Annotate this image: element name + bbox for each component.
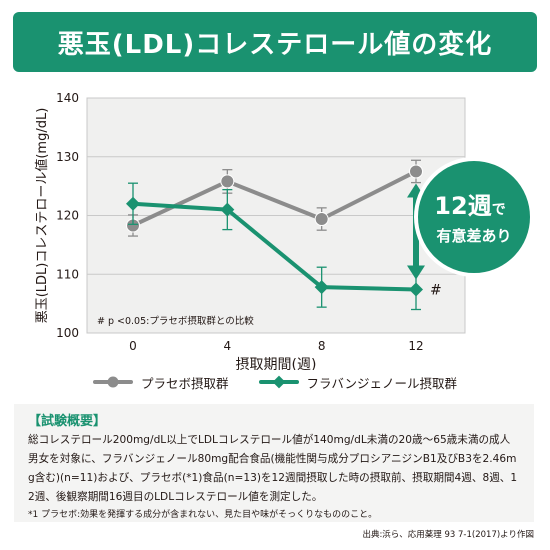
data-point-1-2 — [314, 280, 329, 295]
legend-swatch-flavangenol — [258, 375, 299, 389]
callout-line-2: 有意差あり — [436, 227, 511, 245]
data-point-1-1 — [220, 202, 235, 217]
data-point-0-1 — [220, 174, 235, 189]
summary-heading: 【試験概要】 — [28, 414, 107, 429]
callout-line-1: 12週で — [434, 192, 505, 220]
chart-legend: プラセボ摂取群 フラバンジェノール摂取群 — [0, 371, 550, 393]
summary-body: 総コレステロール200mg/dL以上でLDLコレステロール値が140mg/dL未… — [28, 434, 518, 503]
source-citation: 出典:浜ら、応用薬理 93 7-1(2017)より作図 — [362, 530, 534, 540]
legend-item-flavangenol: フラバンジェノール摂取群 — [258, 373, 458, 392]
x-tick-label-0: 0 — [129, 339, 137, 353]
series-1 — [126, 182, 423, 311]
study-summary-box: 【試験概要】 総コレステロール200mg/dL以上でLDLコレステロール値が14… — [14, 404, 534, 522]
callout-weeks: 12週 — [434, 192, 491, 220]
data-point-0-2 — [314, 212, 329, 227]
placebo-footnote: *1 プラセボ:効果を発揮する成分が含まれない、見た目や味がそっくりなもののこと… — [28, 510, 378, 520]
data-point-1-0 — [126, 196, 140, 211]
legend-swatch-placebo — [92, 376, 133, 388]
significance-note: # p <0.05:プラセボ摂取群との比較 — [97, 315, 254, 327]
series-line-1 — [132, 201, 417, 292]
y-tick-label-100: 100 — [56, 326, 79, 340]
significance-mark: # — [430, 283, 442, 299]
y-tick-label-140: 140 — [56, 91, 79, 105]
x-tick-label-8: 8 — [318, 339, 326, 353]
callout-circle — [414, 157, 534, 277]
y-tick-label-110: 110 — [56, 267, 79, 281]
x-axis-label: 摂取期間(週) — [236, 357, 317, 370]
data-point-1-3 — [409, 282, 423, 297]
legend-item-placebo: プラセボ摂取群 — [92, 373, 229, 392]
title-banner: 悪玉(LDL)コレステロール値の変化 — [13, 12, 537, 72]
callout-suffix: で — [492, 202, 506, 218]
difference-arrow-head-down — [407, 265, 425, 280]
x-tick-label-12: 12 — [408, 339, 423, 353]
chart-title: 悪玉(LDL)コレステロール値の変化 — [57, 29, 493, 60]
y-axis-label: 悪玉(LDL)コレステロール値(mg/dL) — [34, 108, 50, 324]
y-tick-label-120: 120 — [56, 209, 79, 223]
legend-label-placebo: プラセボ摂取群 — [140, 375, 229, 391]
legend-label-flavangenol: フラバンジェノール摂取群 — [306, 375, 458, 391]
y-tick-label-130: 130 — [56, 150, 79, 164]
x-tick-label-4: 4 — [224, 339, 232, 353]
series-line-0 — [132, 169, 417, 228]
data-point-0-3 — [409, 164, 423, 179]
ldl-line-chart: 100 110 120 130 140 0 4 8 12 摂取期間(週) 悪玉(LDL)コレステロー… — [34, 91, 534, 370]
